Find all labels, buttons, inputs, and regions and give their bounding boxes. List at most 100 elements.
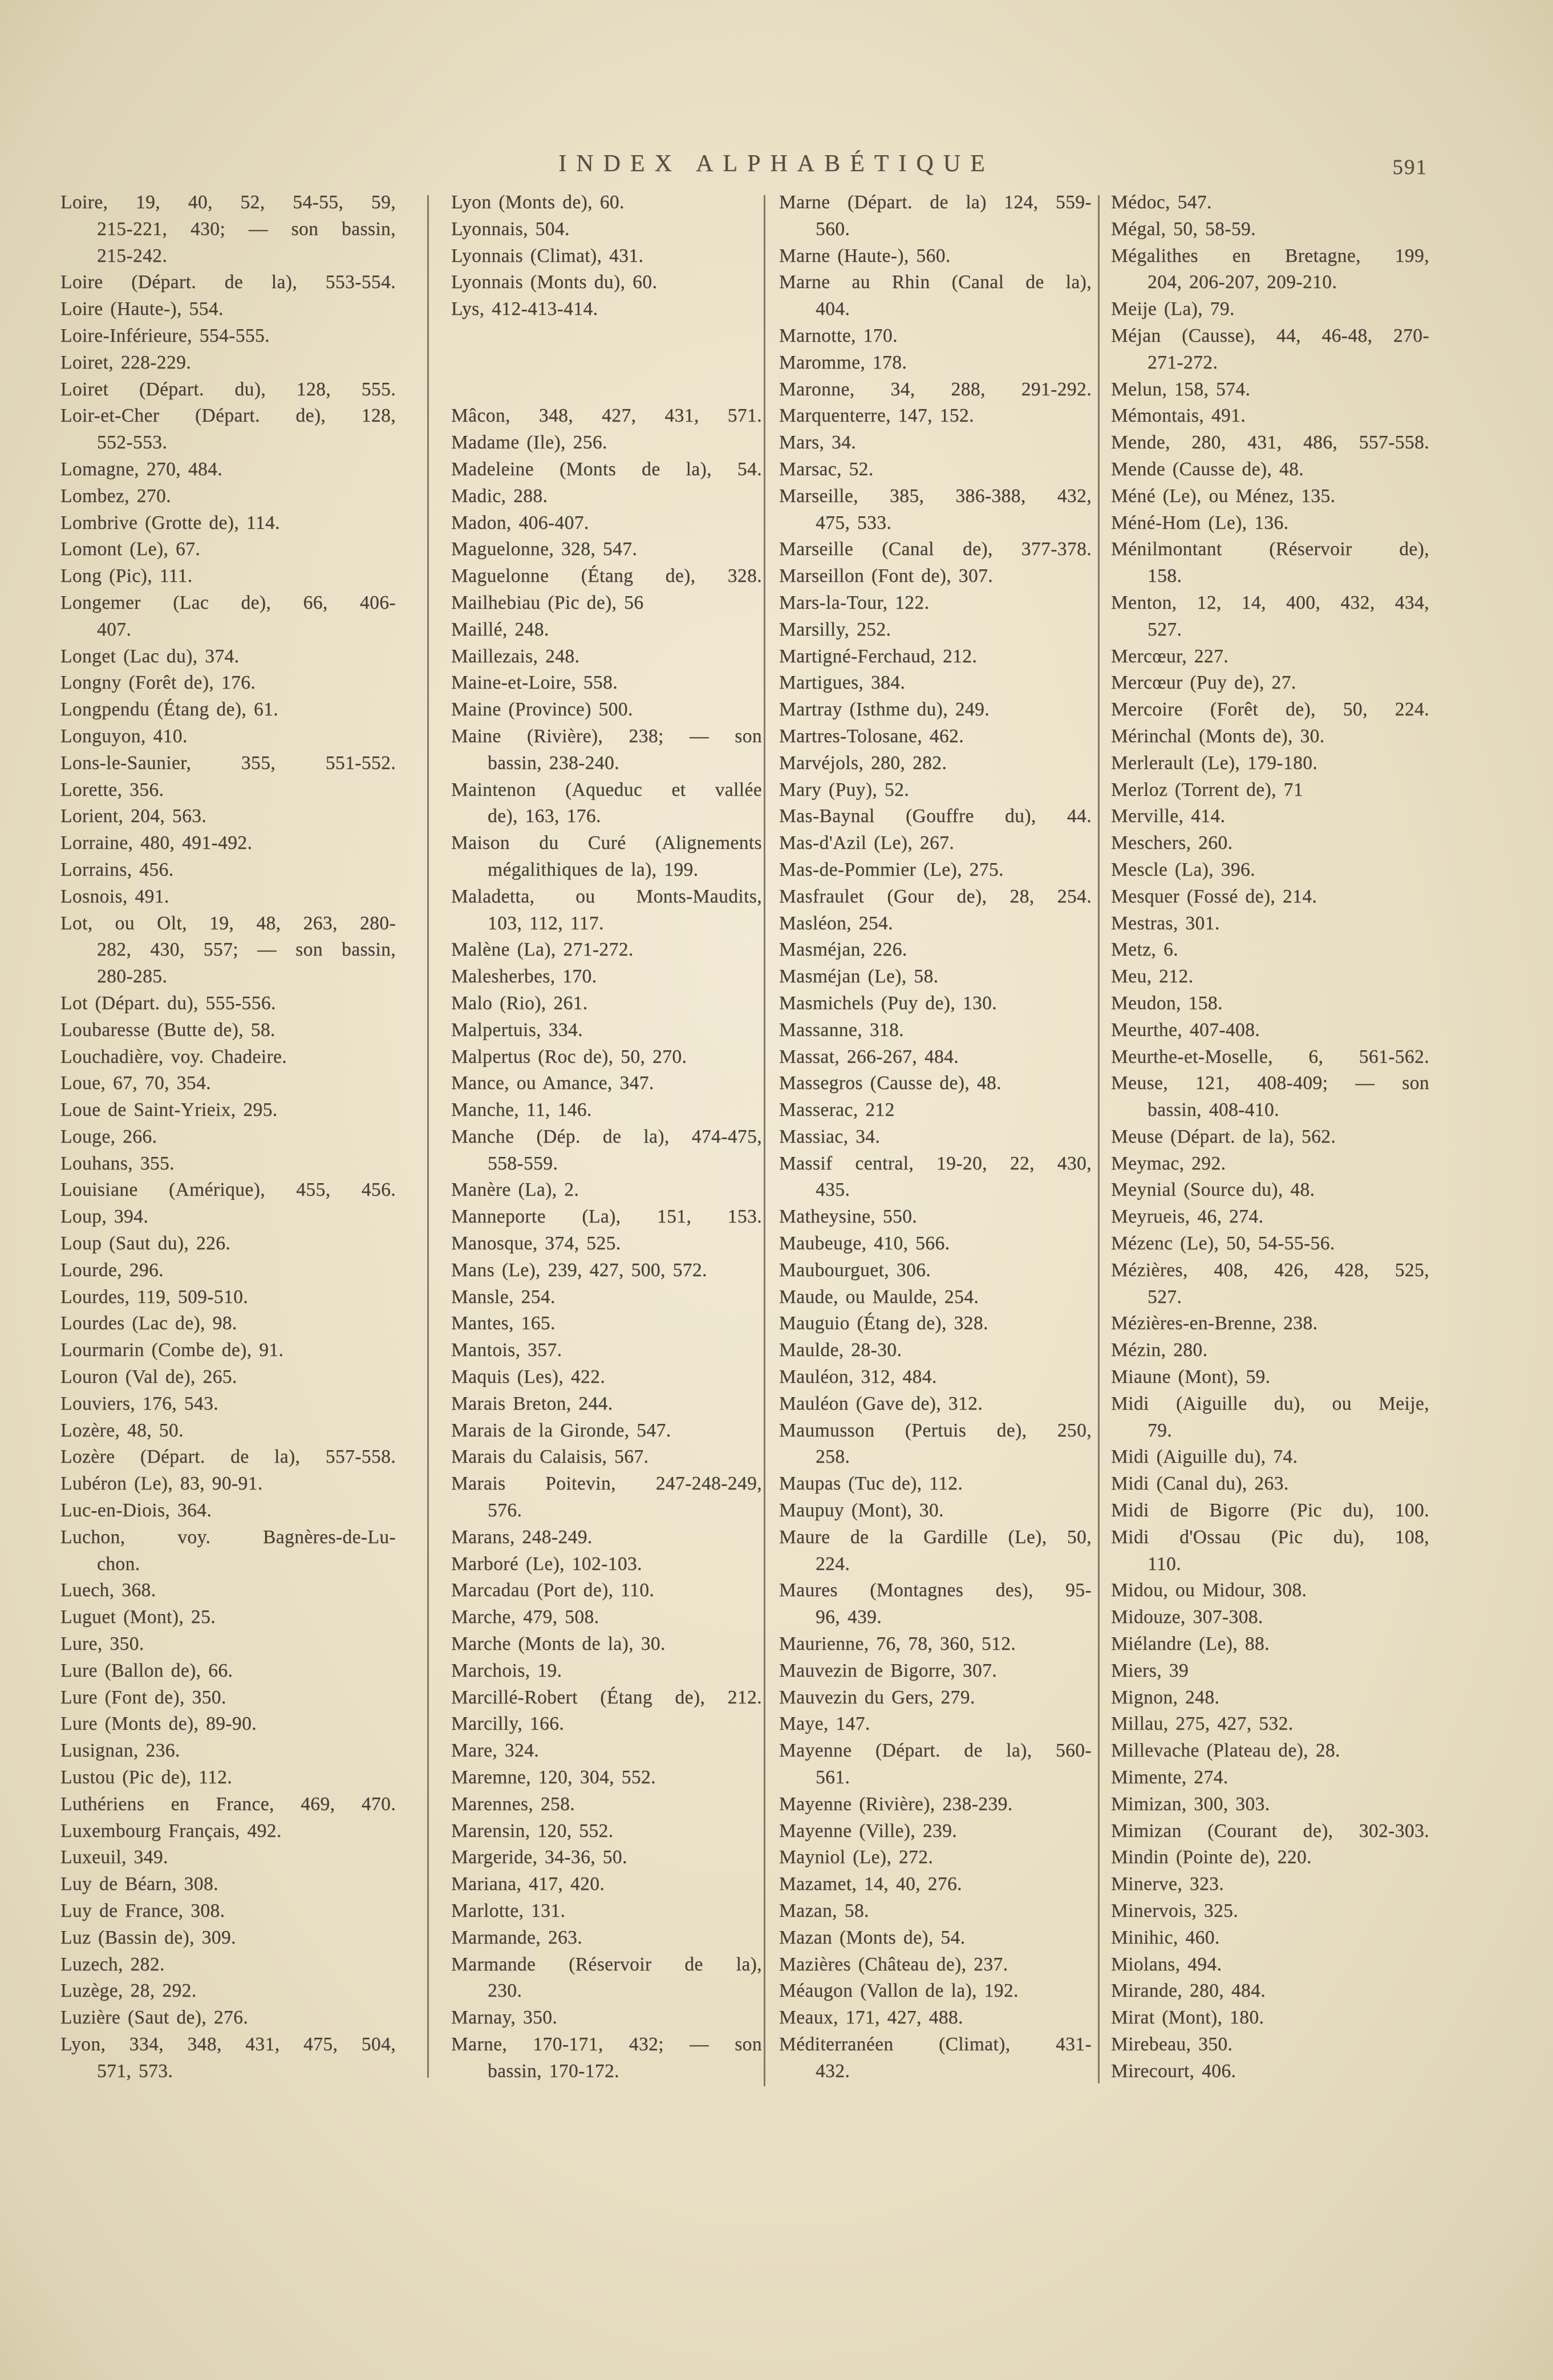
index-line: 432. bbox=[816, 2060, 850, 2082]
index-line: Maladetta, ou Monts-Maudits, bbox=[451, 885, 762, 907]
index-line: Marseille, 385, 386-388, 432, bbox=[779, 485, 1092, 507]
index-line: Luxeuil, 349. bbox=[60, 1847, 168, 1868]
index-line: Mazamet, 14, 40, 276. bbox=[779, 1873, 962, 1895]
index-line: Miaune (Mont), 59. bbox=[1111, 1366, 1271, 1388]
index-line: Losnois, 491. bbox=[60, 885, 169, 907]
index-line: Mans (Le), 239, 427, 500, 572. bbox=[451, 1259, 707, 1281]
index-line: Meije (La), 79. bbox=[1111, 298, 1235, 320]
index-line: Lombrive (Grotte de), 114. bbox=[60, 512, 280, 533]
index-line: Loubaresse (Butte de), 58. bbox=[60, 1019, 275, 1041]
index-line: Mégalithes en Bretagne, 199, bbox=[1111, 245, 1429, 266]
index-line: 103, 112, 117. bbox=[488, 912, 604, 934]
index-line: Maures (Montagnes des), 95- bbox=[779, 1580, 1092, 1601]
index-line: Maupuy (Mont), 30. bbox=[779, 1500, 944, 1521]
index-line: Loup, 394. bbox=[60, 1206, 149, 1228]
index-line: Maison du Curé (Alignements bbox=[451, 832, 762, 854]
index-line: Massiac, 34. bbox=[779, 1126, 881, 1147]
index-line: Meudon, 158. bbox=[1111, 992, 1223, 1014]
index-line: Louhans, 355. bbox=[60, 1152, 175, 1174]
index-line: Midi de Bigorre (Pic du), 100. bbox=[1111, 1500, 1429, 1521]
index-line: Mauvezin de Bigorre, 307. bbox=[779, 1659, 998, 1681]
index-line: Mauléon (Gave de), 312. bbox=[779, 1393, 983, 1414]
index-line: Mende (Causse de), 48. bbox=[1111, 458, 1304, 480]
index-line: Meschers, 260. bbox=[1111, 832, 1233, 854]
index-line: Lozère, 48, 50. bbox=[60, 1419, 184, 1441]
index-line: Midi (Canal du), 263. bbox=[1111, 1473, 1289, 1495]
index-line: Mirande, 280, 484. bbox=[1111, 1980, 1266, 2002]
index-line: Mestras, 301. bbox=[1111, 912, 1220, 934]
index-line: Meyrueis, 46, 274. bbox=[1111, 1206, 1264, 1228]
index-line: Louge, 266. bbox=[60, 1126, 157, 1147]
index-line: Meurthe, 407-408. bbox=[1111, 1019, 1260, 1041]
index-line: Marais Breton, 244. bbox=[451, 1393, 613, 1414]
index-line: Minerve, 323. bbox=[1111, 1873, 1224, 1895]
index-line: bassin, 238-240. bbox=[488, 752, 619, 774]
index-line: Luzière (Saut de), 276. bbox=[60, 2007, 249, 2029]
index-column-3: Marne (Départ. de la) 124, 559- 560. Marne… bbox=[779, 189, 1092, 2085]
index-line: Marcadau (Port de), 110. bbox=[451, 1580, 655, 1601]
index-line: Maude, ou Maulde, 254. bbox=[779, 1286, 979, 1308]
index-line: Mérinchal (Monts de), 30. bbox=[1111, 725, 1325, 747]
index-line: Marcilly, 166. bbox=[451, 1713, 565, 1735]
index-line: Madic, 288. bbox=[451, 485, 548, 507]
page-title: INDEX ALPHABÉTIQUE bbox=[558, 151, 995, 177]
index-line: Lyon, 334, 348, 431, 475, 504, bbox=[60, 2033, 396, 2055]
index-line: Marsilly, 252. bbox=[779, 618, 891, 640]
index-line: Méné-Hom (Le), 136. bbox=[1111, 512, 1289, 533]
index-line: Maronne, 34, 288, 291-292. bbox=[779, 378, 1092, 400]
index-line: Lorette, 356. bbox=[60, 779, 164, 800]
index-line: Mazan, 58. bbox=[779, 1900, 869, 1921]
index-line: Maine-et-Loire, 558. bbox=[451, 672, 618, 694]
index-line: Marennes, 258. bbox=[451, 1793, 575, 1815]
index-line: Mimizan (Courant de), 302-303. bbox=[1111, 1820, 1429, 1841]
index-line: Marboré (Le), 102-103. bbox=[451, 1553, 642, 1574]
index-line: 258. bbox=[816, 1446, 850, 1468]
index-line: Méjan (Causse), 44, 46-48, 270- bbox=[1111, 325, 1429, 346]
index-line: Maromme, 178. bbox=[779, 351, 907, 373]
index-line: Lorient, 204, 563. bbox=[60, 806, 207, 827]
index-line: Mare, 324. bbox=[451, 1740, 540, 1762]
index-line: Mance, ou Amance, 347. bbox=[451, 1072, 654, 1094]
index-line: Marche (Monts de la), 30. bbox=[451, 1633, 666, 1655]
index-line: Louron (Val de), 265. bbox=[60, 1366, 237, 1388]
index-line: Loup (Saut du), 226. bbox=[60, 1233, 231, 1254]
index-line: Mayniol (Le), 272. bbox=[779, 1847, 934, 1868]
index-line: Luguet (Mont), 25. bbox=[60, 1606, 216, 1628]
index-line: Maupas (Tuc de), 112. bbox=[779, 1473, 963, 1495]
index-line: Marne, 170-171, 432; — son bbox=[451, 2033, 762, 2055]
index-line: Masmichels (Puy de), 130. bbox=[779, 992, 998, 1014]
index-line: Margeride, 34-36, 50. bbox=[451, 1847, 627, 1868]
index-line: Loire, 19, 40, 52, 54-55, 59, bbox=[60, 192, 396, 213]
index-line: Mende, 280, 431, 486, 557-558. bbox=[1111, 432, 1429, 454]
index-line: Maubeuge, 410, 566. bbox=[779, 1233, 950, 1254]
index-line: Louisiane (Amérique), 455, 456. bbox=[60, 1179, 396, 1201]
index-line: 571, 573. bbox=[97, 2060, 173, 2082]
index-line: Luzech, 282. bbox=[60, 1953, 165, 1975]
index-line: Madame (Ile), 256. bbox=[451, 432, 607, 454]
index-line: Mariana, 417, 420. bbox=[451, 1873, 605, 1895]
index-line: Méné (Le), ou Ménez, 135. bbox=[1111, 485, 1336, 507]
index-line: 215-242. bbox=[97, 245, 168, 266]
index-line: 552-553. bbox=[97, 432, 168, 454]
index-line: Luc-en-Diois, 364. bbox=[60, 1500, 212, 1521]
index-line: Maurienne, 76, 78, 360, 512. bbox=[779, 1633, 1016, 1655]
index-line: Lure, 350. bbox=[60, 1633, 144, 1655]
index-line: Marchois, 19. bbox=[451, 1659, 562, 1681]
index-column-1: Loire, 19, 40, 52, 54-55, 59, 215-221, 43… bbox=[60, 189, 396, 2085]
index-line: Meynial (Source du), 48. bbox=[1111, 1179, 1315, 1201]
index-line: bassin, 408-410. bbox=[1147, 1099, 1279, 1121]
index-line: Meymac, 292. bbox=[1111, 1152, 1226, 1174]
index-line: Martigné-Ferchaud, 212. bbox=[779, 645, 978, 667]
index-line: Marne (Départ. de la) 124, 559- bbox=[779, 192, 1092, 213]
index-line: Marvéjols, 280, 282. bbox=[779, 752, 947, 774]
index-line: Luxembourg Français, 492. bbox=[60, 1820, 282, 1841]
index-line: Meuse (Départ. de la), 562. bbox=[1111, 1126, 1336, 1147]
index-line: 230. bbox=[488, 1980, 522, 2002]
index-line: Longemer (Lac de), 66, 406- bbox=[60, 592, 396, 613]
index-line: Maillezais, 248. bbox=[451, 645, 580, 667]
index-line: Millevache (Plateau de), 28. bbox=[1111, 1740, 1340, 1762]
index-line: Lomagne, 270, 484. bbox=[60, 458, 223, 480]
index-line: Marensin, 120, 552. bbox=[451, 1820, 614, 1841]
index-line: Midou, ou Midour, 308. bbox=[1111, 1580, 1307, 1601]
